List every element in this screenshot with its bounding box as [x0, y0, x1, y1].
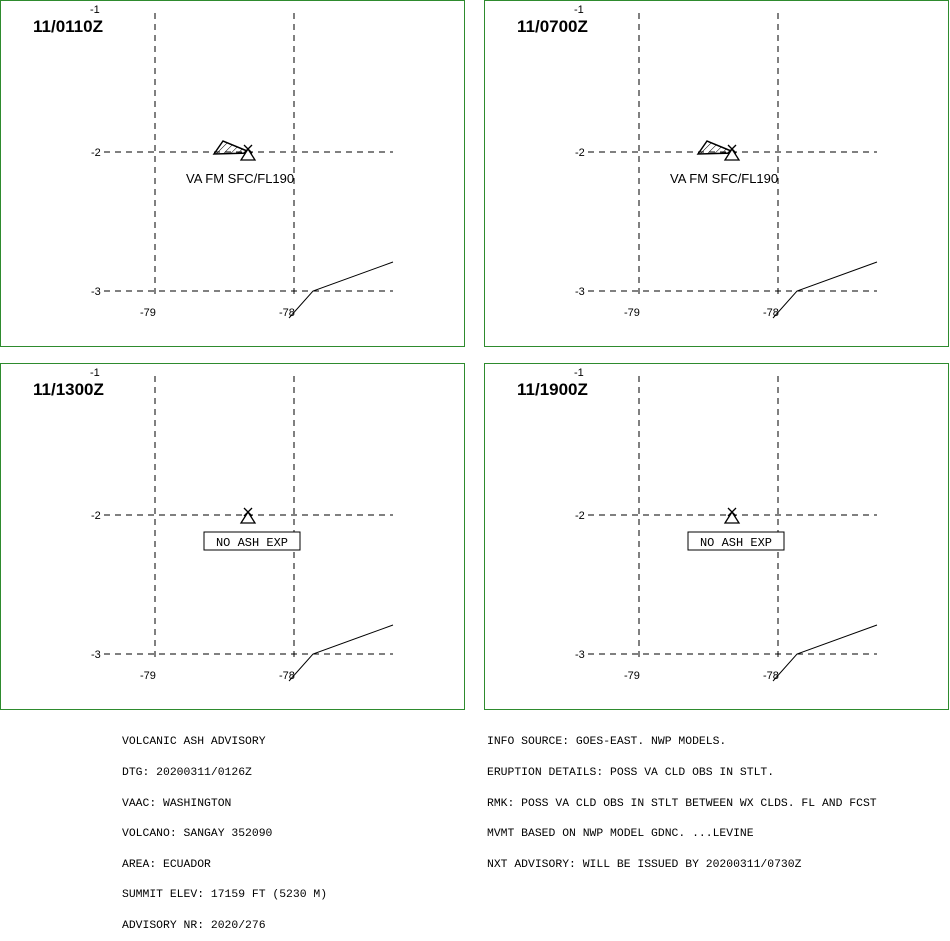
- no-ash-box: NO ASH EXP: [203, 531, 301, 551]
- lon-label-left: -79: [624, 670, 640, 682]
- advisory-line: VOLCANIC ASH ADVISORY: [122, 736, 266, 749]
- advisory-left: VOLCANIC ASH ADVISORY DTG: 20200311/0126…: [122, 717, 327, 941]
- lon-label-right: -78: [763, 307, 779, 319]
- lat-label-top: -1: [574, 4, 584, 16]
- lat-label-mid: -2: [91, 510, 101, 522]
- panel-time-title: 11/1900Z: [517, 380, 588, 399]
- no-ash-label: NO ASH EXP: [700, 536, 772, 550]
- lat-label-mid: -2: [575, 510, 585, 522]
- volcano-icon: [239, 507, 257, 524]
- lon-label-left: -79: [140, 307, 156, 319]
- border-line: [772, 624, 878, 682]
- forecast-panel: -2 -3 -79 -78 VA FM SFC/: [484, 0, 949, 347]
- border-line: [288, 261, 394, 319]
- border-line: [772, 261, 878, 319]
- volcano-icon: [723, 507, 741, 524]
- advisory-line: ERUPTION DETAILS: POSS VA CLD OBS IN STL…: [487, 767, 775, 779]
- lon-label-right: -78: [279, 307, 295, 319]
- ash-cloud-area: [696, 140, 737, 155]
- panel-time-title: 11/0110Z: [33, 17, 103, 36]
- lat-label-bottom: -3: [91, 649, 101, 661]
- lat-label-mid: -2: [91, 147, 101, 159]
- advisory-line: SUMMIT ELEV: 17159 FT (5230 M): [122, 889, 328, 902]
- advisory-line: AREA: ECUADOR: [122, 858, 211, 871]
- panel-time-title: 11/0700Z: [517, 17, 588, 36]
- map-canvas: -2 -3 -79 -78 VA FM SFC/: [575, 13, 878, 319]
- map-canvas: -2 -3 -79 -78 VA FM SFC/: [91, 13, 394, 319]
- border-line: [288, 624, 394, 682]
- advisory-right: INFO SOURCE: GOES-EAST. NWP MODELS. ERUP…: [487, 717, 877, 880]
- advisory-line: INFO SOURCE: GOES-EAST. NWP MODELS.: [487, 736, 727, 749]
- advisory-line: ADVISORY NR: 2020/276: [122, 919, 266, 932]
- no-ash-label: NO ASH EXP: [216, 536, 288, 550]
- ash-cloud-area: [212, 140, 253, 155]
- no-ash-box: NO ASH EXP: [687, 531, 785, 551]
- advisory-line: MVMT BASED ON NWP MODEL GDNC. ...LEVINE: [487, 828, 754, 841]
- forecast-panel: -2 -3 -79 -78 VA FM SFC/: [0, 0, 465, 347]
- lat-label-top: -1: [574, 367, 584, 379]
- ash-altitude-label: VA FM SFC/FL190: [670, 171, 778, 186]
- ash-altitude-label: VA FM SFC/FL190: [186, 171, 294, 186]
- lon-label-left: -79: [140, 670, 156, 682]
- volcano-icon: [723, 144, 741, 161]
- map-canvas: -2 -3 -79 -78 NO ASH EXP: [91, 376, 394, 682]
- advisory-line: NXT ADVISORY: WILL BE ISSUED BY 20200311…: [487, 858, 802, 871]
- lon-label-right: -78: [763, 670, 779, 682]
- volcano-icon: [239, 144, 257, 161]
- lat-label-bottom: -3: [575, 286, 585, 298]
- lat-label-top: -1: [90, 367, 100, 379]
- map-canvas: -2 -3 -79 -78 NO ASH EXP: [575, 376, 878, 682]
- advisory-line: DTG: 20200311/0126Z: [122, 767, 252, 779]
- forecast-panel: -2 -3 -79 -78 NO ASH EXP -1 11/1900Z: [484, 363, 949, 710]
- lat-label-mid: -2: [575, 147, 585, 159]
- panel-time-title: 11/1300Z: [33, 380, 104, 399]
- advisory-line: VAAC: WASHINGTON: [122, 797, 232, 810]
- advisory-line: RMK: POSS VA CLD OBS IN STLT BETWEEN WX …: [487, 797, 877, 810]
- lat-label-top: -1: [90, 4, 100, 16]
- advisory-line: VOLCANO: SANGAY 352090: [122, 828, 273, 841]
- lat-label-bottom: -3: [575, 649, 585, 661]
- lat-label-bottom: -3: [91, 286, 101, 298]
- lon-label-right: -78: [279, 670, 295, 682]
- forecast-panel: -2 -3 -79 -78 NO ASH EXP -1 11/1300Z: [0, 363, 465, 710]
- lon-label-left: -79: [624, 307, 640, 319]
